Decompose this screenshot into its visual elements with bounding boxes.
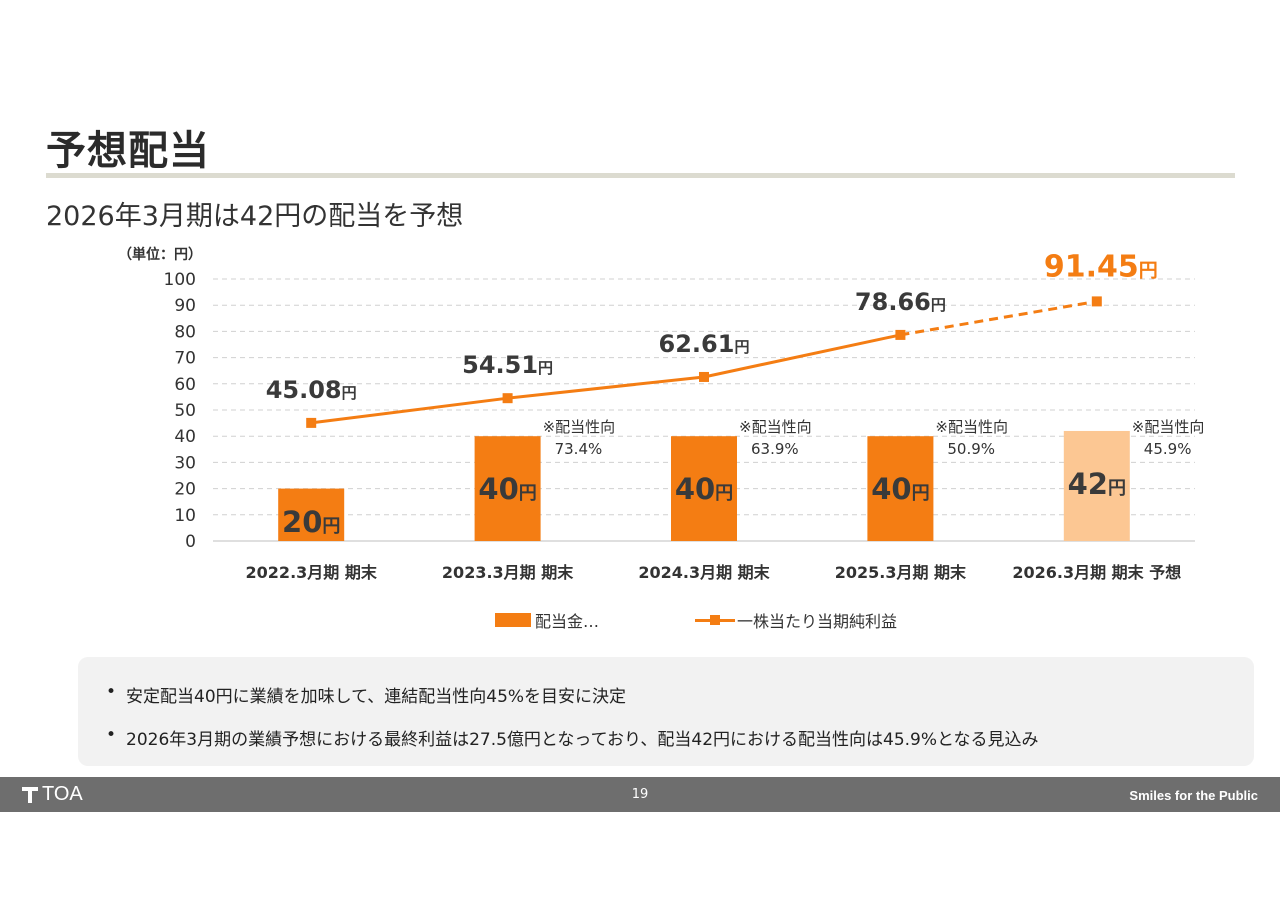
- notes-box: • 安定配当40円に業績を加味して、連結配当性向45%を目安に決定 • 2026…: [78, 657, 1254, 766]
- note-text: 安定配当40円に業績を加味して、連結配当性向45%を目安に決定: [126, 687, 627, 707]
- bar: [867, 436, 934, 541]
- bar-value-label: 42円: [1068, 467, 1126, 501]
- y-tick-label: 30: [174, 453, 196, 473]
- y-tick-label: 20: [174, 480, 196, 500]
- y-tick-label: 70: [174, 349, 196, 369]
- logo-text: TOA: [42, 783, 83, 805]
- eps-value-label: 62.61円: [659, 330, 750, 358]
- note-text: 2026年3月期の業績予想における最終利益は27.5億円となっており、配当42円…: [126, 730, 1039, 750]
- footer-bar: TOA 19 Smiles for the Public: [0, 777, 1280, 812]
- y-tick-label: 0: [185, 532, 196, 552]
- page-title: 予想配当: [46, 128, 210, 174]
- eps-line-forecast: [900, 299, 1098, 337]
- legend-bar-swatch: [495, 613, 531, 627]
- bar: [671, 436, 737, 541]
- y-tick-label: 80: [174, 322, 196, 342]
- unit-label: （単位：円）: [118, 247, 202, 263]
- eps-value-label: 54.51円: [462, 351, 553, 379]
- bar: [1063, 430, 1130, 541]
- bar-value-label: 40円: [871, 472, 929, 506]
- x-category-label: 2025.3月期 期末: [835, 563, 967, 582]
- x-category-label: 2024.3月期 期末: [638, 563, 770, 582]
- legend-line-swatch: [695, 614, 736, 625]
- note-item: • 安定配当40円に業績を加味して、連結配当性向45%を目安に決定: [106, 682, 627, 707]
- slogan: Smiles for the Public: [1129, 788, 1258, 803]
- legend-item-dividend: 配当金…: [495, 608, 599, 632]
- toa-logo: TOA: [22, 783, 83, 806]
- eps-marker: [502, 393, 513, 404]
- page-subtitle: 2026年3月期は42円の配当を予想: [46, 201, 464, 232]
- y-tick-label: 100: [164, 270, 196, 290]
- y-tick-label: 10: [174, 506, 196, 526]
- payout-ratio-label: ※配当性向: [935, 418, 1008, 436]
- eps-value-label: 45.08円: [266, 376, 357, 404]
- y-tick-label: 60: [174, 375, 196, 395]
- eps-value-label: 78.66円: [855, 288, 946, 316]
- note-item: • 2026年3月期の業績予想における最終利益は27.5億円となっており、配当4…: [106, 725, 1039, 750]
- bar: [278, 488, 345, 541]
- chart-legend: 配当金… 一株当たり当期純利益: [495, 608, 993, 632]
- y-tick-label: 50: [174, 401, 196, 421]
- payout-ratio-value: 50.9%: [947, 440, 995, 458]
- bar-value-label: 40円: [478, 472, 536, 506]
- bar: [474, 436, 541, 541]
- toa-logo-icon: [22, 786, 38, 803]
- x-category-label: 2023.3月期 期末: [442, 563, 574, 582]
- eps-marker: [306, 417, 317, 428]
- eps-line: [311, 333, 901, 425]
- bullet: •: [106, 725, 117, 745]
- bar-value-label: 20円: [282, 505, 340, 539]
- eps-value-label: 91.45円: [1044, 249, 1158, 284]
- y-tick-label: 90: [174, 296, 196, 316]
- payout-ratio-label: ※配当性向: [543, 418, 616, 436]
- payout-ratio-label: ※配当性向: [739, 418, 812, 436]
- legend-label-dividend: 配当金…: [535, 612, 600, 631]
- eps-marker: [895, 329, 906, 340]
- payout-ratio-value: 45.9%: [1144, 440, 1192, 458]
- x-category-label: 2022.3月期 期末: [246, 563, 378, 582]
- x-category-label: 2026.3月期 期末 予想: [1012, 563, 1181, 582]
- payout-ratio-value: 63.9%: [751, 440, 799, 458]
- eps-marker: [699, 371, 709, 382]
- y-tick-label: 40: [174, 427, 196, 447]
- payout-ratio-label: ※配当性向: [1132, 418, 1205, 436]
- bar-value-label: 40円: [675, 472, 733, 506]
- eps-marker: [1091, 296, 1102, 307]
- bullet: •: [106, 682, 117, 702]
- page-number: 19: [631, 787, 649, 802]
- legend-label-eps: 一株当たり当期純利益: [737, 612, 898, 631]
- title-underline: [46, 173, 1235, 178]
- legend-item-eps: 一株当たり当期純利益: [695, 608, 897, 632]
- dividend-chart: 0 10 20 30 40 50 60 70 80 90 100 20円 40円 ※配当性向 73.4% 40…: [164, 249, 1205, 582]
- payout-ratio-value: 73.4%: [555, 440, 603, 458]
